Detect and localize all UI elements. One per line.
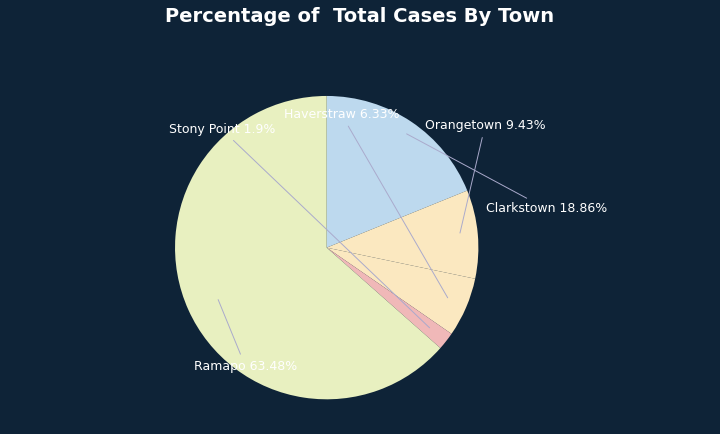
Text: Stony Point 1.9%: Stony Point 1.9% — [168, 123, 430, 328]
Text: Orangetown 9.43%: Orangetown 9.43% — [425, 119, 545, 233]
Text: Ramapo 63.48%: Ramapo 63.48% — [194, 299, 297, 372]
Wedge shape — [327, 96, 467, 248]
Wedge shape — [327, 248, 451, 348]
Wedge shape — [327, 191, 478, 279]
Text: Clarkstown 18.86%: Clarkstown 18.86% — [407, 134, 607, 215]
Title: Percentage of  Total Cases By Town: Percentage of Total Cases By Town — [166, 7, 554, 26]
Text: Haverstraw 6.33%: Haverstraw 6.33% — [284, 108, 448, 298]
Wedge shape — [175, 96, 441, 399]
Wedge shape — [327, 248, 475, 334]
